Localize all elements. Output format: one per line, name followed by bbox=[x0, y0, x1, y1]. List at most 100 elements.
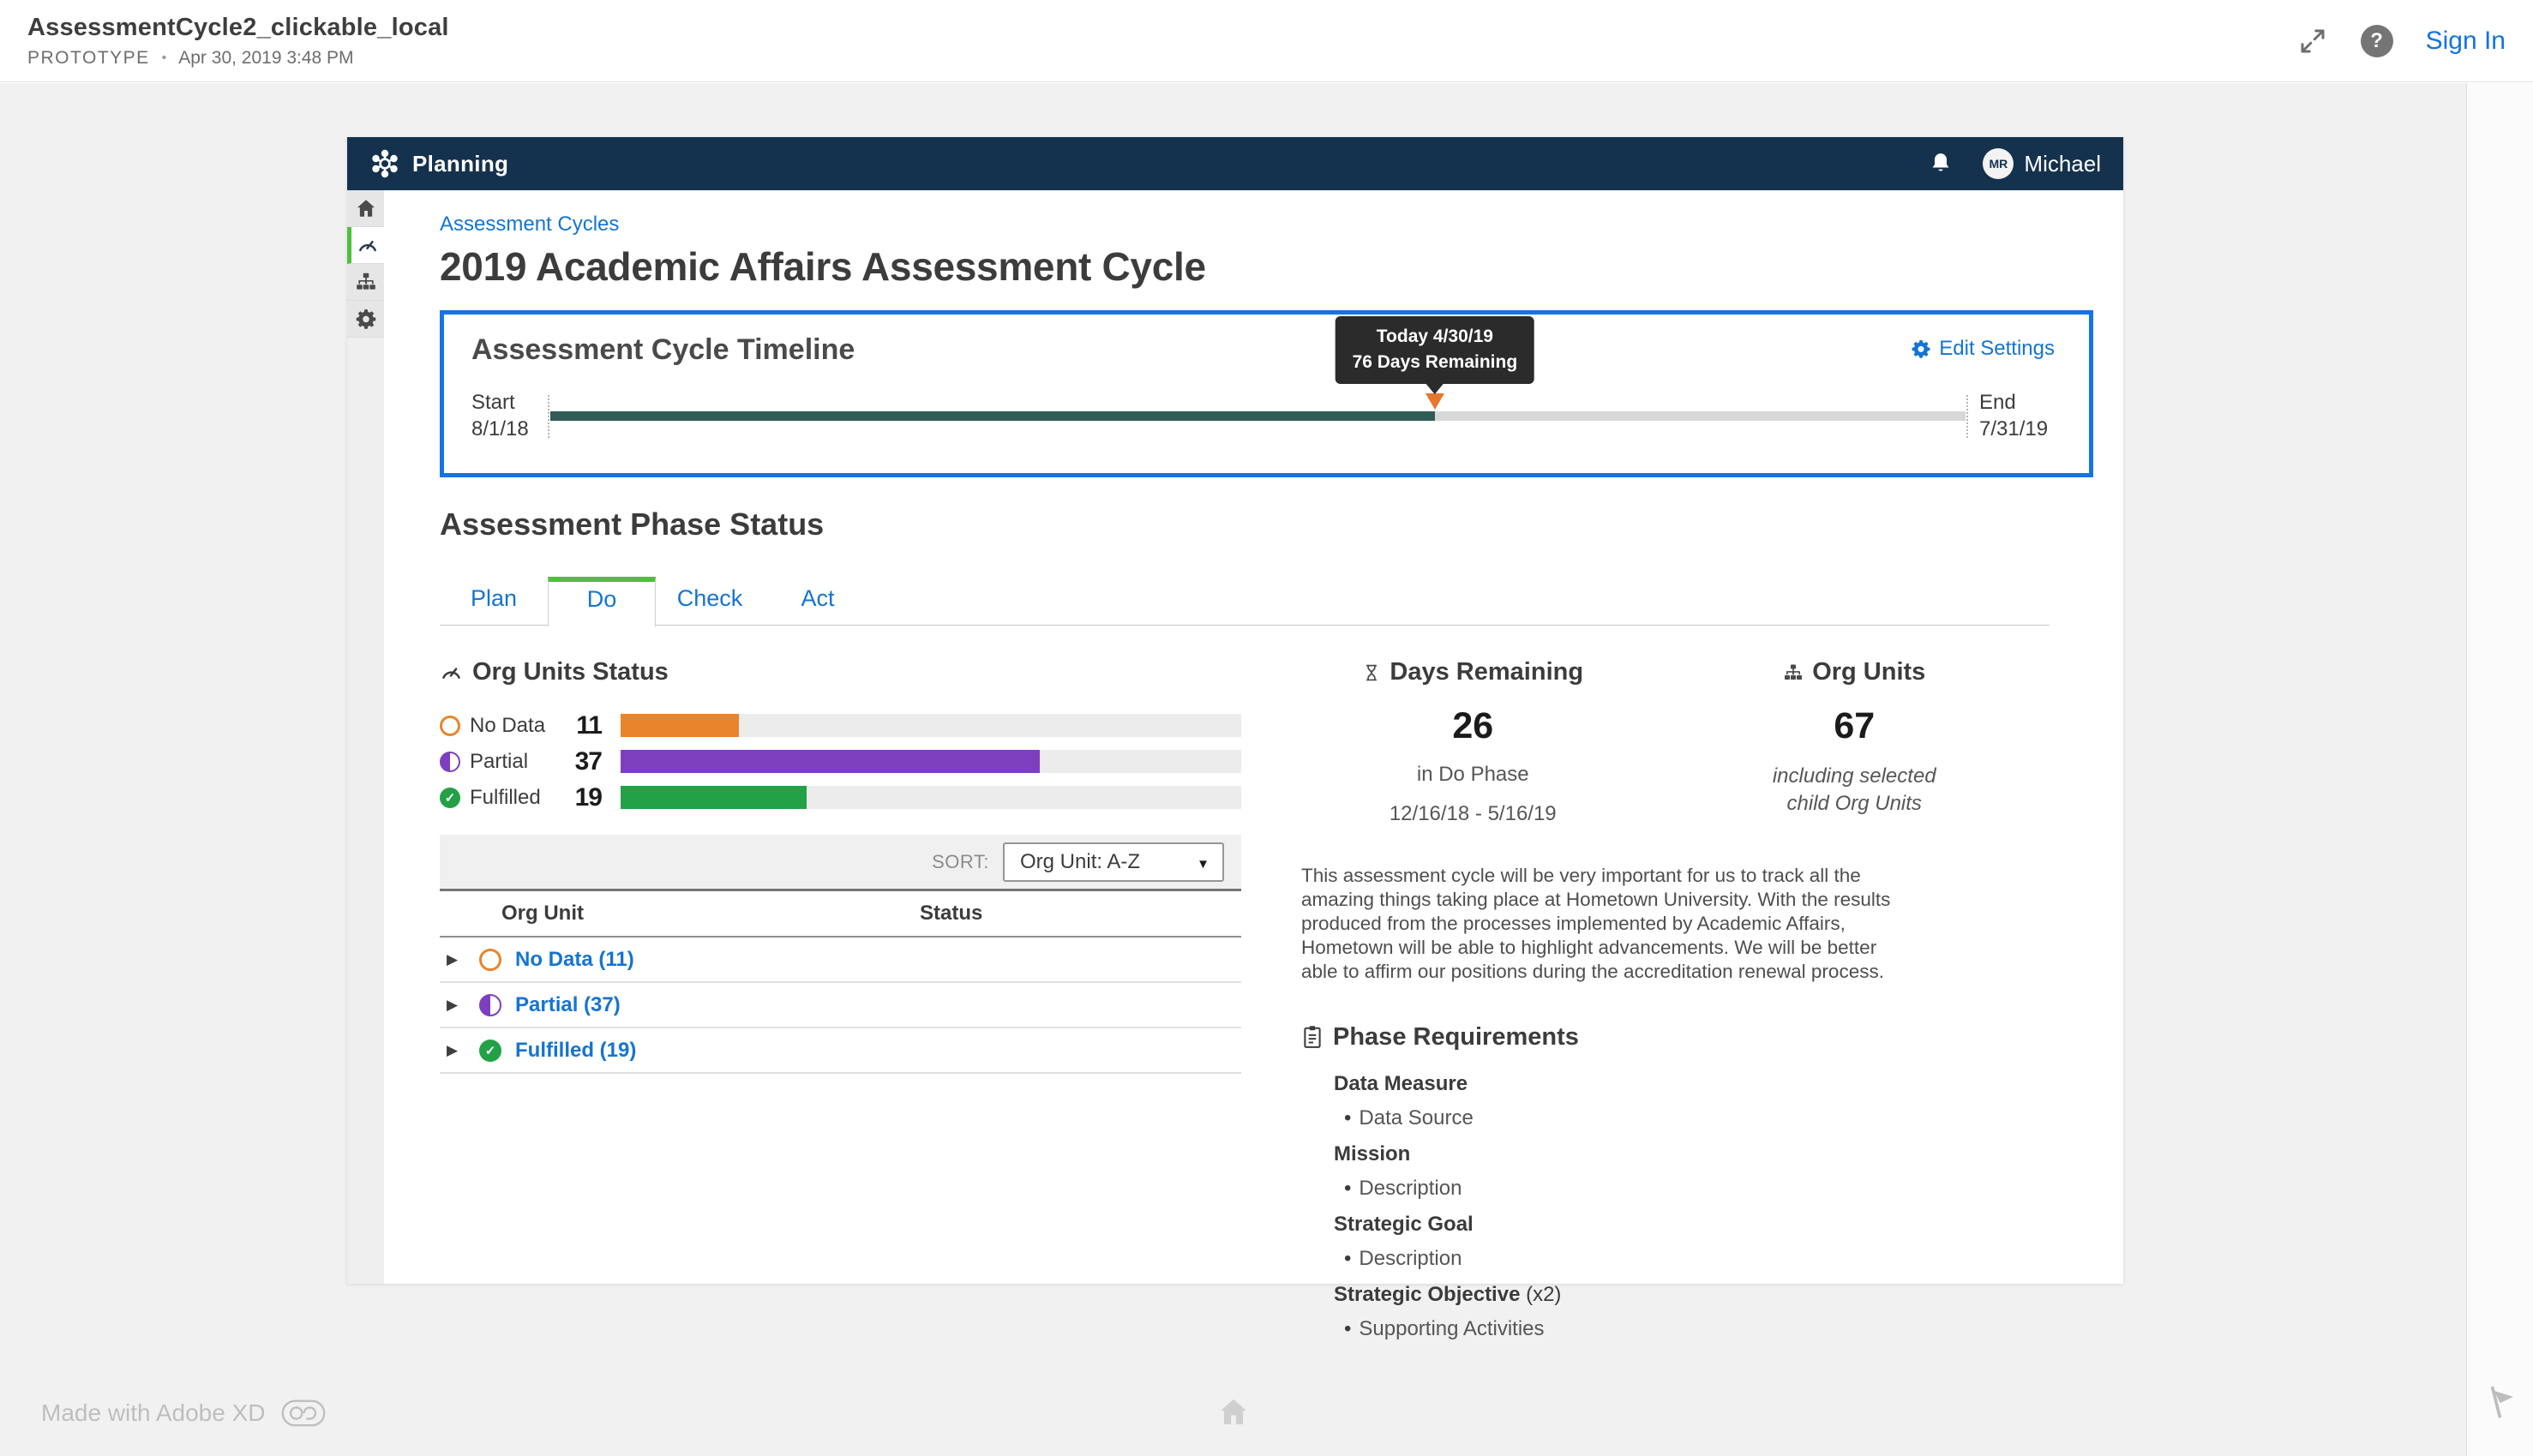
table-row-partial[interactable]: Partial (37) bbox=[440, 983, 1241, 1029]
requirement-bullet: Description bbox=[1334, 1247, 2064, 1271]
comments-panel bbox=[2466, 83, 2533, 1456]
fulfilled-bar-fill bbox=[621, 786, 807, 810]
no-data-count: 11 bbox=[576, 710, 603, 740]
sign-in-link[interactable]: Sign In bbox=[2425, 26, 2506, 55]
sidebar-item-org-chart[interactable] bbox=[347, 264, 384, 301]
dashboard-gauge-icon bbox=[357, 234, 379, 256]
fulfilled-status-icon bbox=[440, 787, 460, 808]
prototype-home-button[interactable] bbox=[1216, 1394, 1251, 1429]
made-with-adobe-xd[interactable]: Made with Adobe XD bbox=[41, 1399, 326, 1427]
tab-act[interactable]: Act bbox=[801, 585, 835, 612]
caret-down-icon bbox=[1197, 850, 1209, 874]
sidebar-item-settings[interactable] bbox=[347, 301, 384, 338]
phase-requirements-header: Phase Requirements bbox=[1301, 1023, 2064, 1052]
status-row-fulfilled: Fulfilled 19 bbox=[440, 782, 1241, 812]
group-link-partial[interactable]: Partial (37) bbox=[515, 992, 621, 1016]
partial-status-icon bbox=[440, 751, 460, 772]
today-tooltip: Today 4/30/19 76 Days Remaining bbox=[1335, 315, 1535, 384]
column-org-unit: Org Unit bbox=[501, 902, 584, 926]
sort-bar: SORT: Org Unit: A-Z bbox=[440, 835, 1241, 892]
requirement-bullet: Data Source bbox=[1334, 1106, 2064, 1130]
dashboard-gauge-icon bbox=[440, 661, 463, 684]
cycle-description: This assessment cycle will be very impor… bbox=[1301, 865, 1891, 982]
row-expand-icon[interactable] bbox=[447, 1042, 469, 1059]
tab-plan[interactable]: Plan bbox=[470, 585, 518, 612]
phase-requirements-list: Data Measure Data Source Mission Descrip… bbox=[1334, 1072, 2064, 1341]
gear-icon bbox=[1911, 339, 1931, 359]
help-icon[interactable] bbox=[2360, 24, 2393, 57]
sidebar-item-home[interactable] bbox=[347, 190, 384, 227]
partial-status-icon bbox=[479, 993, 501, 1016]
status-row-no-data: No Data 11 bbox=[440, 710, 1241, 740]
group-link-fulfilled[interactable]: Fulfilled (19) bbox=[515, 1038, 637, 1062]
table-row-fulfilled[interactable]: Fulfilled (19) bbox=[440, 1028, 1241, 1075]
org-chart-icon bbox=[1783, 662, 1804, 683]
timeline-track: Today 4/30/19 76 Days Remaining bbox=[548, 315, 1968, 438]
timeline-end-label: End 7/31/19 bbox=[1979, 391, 2049, 441]
topbar-actions: Sign In bbox=[2297, 24, 2506, 57]
separator-dot: • bbox=[161, 50, 167, 65]
row-expand-icon[interactable] bbox=[447, 997, 469, 1014]
row-expand-icon[interactable] bbox=[447, 951, 469, 968]
requirement-name: Mission bbox=[1334, 1141, 1411, 1165]
bell-icon[interactable] bbox=[1928, 151, 1954, 177]
phase-status-title: Assessment Phase Status bbox=[440, 506, 825, 542]
org-units-status-header: Org Units Status bbox=[440, 658, 1241, 686]
avatar: MR bbox=[1983, 148, 2014, 179]
fulfilled-bar-track bbox=[621, 786, 1241, 810]
sort-dropdown[interactable]: Org Unit: A-Z bbox=[1003, 842, 1224, 882]
requirement-name: Strategic Objective (x2) bbox=[1334, 1282, 1562, 1306]
xd-topbar: AssessmentCycle2_clickable_local PROTOTY… bbox=[0, 0, 2533, 82]
prototype-timestamp: Apr 30, 2019 3:48 PM bbox=[178, 47, 354, 68]
tooltip-date: Today 4/30/19 bbox=[1376, 326, 1493, 346]
timeline-title: Assessment Cycle Timeline bbox=[471, 333, 855, 366]
edit-settings-link[interactable]: Edit Settings bbox=[1911, 337, 2055, 361]
requirement-name: Strategic Goal bbox=[1334, 1212, 1474, 1236]
breadcrumb-assessment-cycles[interactable]: Assessment Cycles bbox=[440, 213, 620, 236]
days-remaining-title: Days Remaining bbox=[1390, 658, 1584, 686]
clipboard-icon bbox=[1301, 1025, 1324, 1049]
tab-check[interactable]: Check bbox=[676, 585, 743, 612]
days-remaining-stat: Days Remaining 26 in Do Phase 12/16/18 -… bbox=[1301, 658, 1645, 826]
app-brand[interactable]: Planning bbox=[369, 148, 508, 179]
org-units-panel: Org Units Status No Data 11 bbox=[440, 658, 1241, 1340]
edit-settings-label: Edit Settings bbox=[1939, 337, 2055, 360]
cycle-timeline: Start 8/1/18 Today 4/30/19 76 Days Remai… bbox=[471, 315, 2055, 442]
days-remaining-value: 26 bbox=[1452, 705, 1494, 747]
no-data-status-icon bbox=[440, 715, 460, 736]
org-units-stat: Org Units 67 including selected child Or… bbox=[1645, 658, 2065, 826]
timeline-progress-fill bbox=[550, 410, 1435, 421]
app-header-actions: MR Michael bbox=[1928, 148, 2101, 179]
group-link-no-data[interactable]: No Data (11) bbox=[515, 947, 634, 971]
phase-requirements-title: Phase Requirements bbox=[1333, 1022, 1579, 1051]
phase-tabs: Plan Do Check Act bbox=[440, 577, 2050, 627]
flag-icon[interactable] bbox=[2483, 1384, 2518, 1422]
app-sidebar bbox=[347, 190, 384, 1284]
app-header: Planning MR Michael bbox=[347, 137, 2123, 190]
page-title: 2019 Academic Affairs Assessment Cycle bbox=[440, 244, 1206, 289]
fulfilled-count: 19 bbox=[574, 782, 603, 812]
org-units-table-header: Org Unit Status bbox=[440, 891, 1241, 938]
prototype-meta: AssessmentCycle2_clickable_local PROTOTY… bbox=[27, 14, 449, 69]
today-marker-icon bbox=[1425, 392, 1444, 410]
tab-do[interactable]: Do bbox=[548, 577, 656, 627]
prototype-badge: PROTOTYPE bbox=[27, 47, 150, 68]
fulfilled-status-icon bbox=[479, 1039, 501, 1062]
home-icon bbox=[1216, 1394, 1251, 1429]
prototype-subtitle: PROTOTYPE • Apr 30, 2019 3:48 PM bbox=[27, 48, 449, 69]
home-icon bbox=[355, 197, 377, 219]
fullscreen-expand-icon[interactable] bbox=[2297, 26, 2328, 57]
cc-logo-icon bbox=[281, 1399, 326, 1427]
phase-summary-panel: Days Remaining 26 in Do Phase 12/16/18 -… bbox=[1301, 658, 2093, 1340]
prototype-viewport: Planning MR Michael bbox=[0, 83, 2466, 1456]
table-row-no-data[interactable]: No Data (11) bbox=[440, 938, 1241, 984]
planning-logo-icon bbox=[369, 148, 400, 179]
status-row-partial: Partial 37 bbox=[440, 747, 1241, 776]
gear-icon bbox=[355, 308, 377, 330]
app-window: Planning MR Michael bbox=[347, 137, 2123, 1340]
tooltip-remaining: 76 Days Remaining bbox=[1352, 352, 1518, 373]
org-chart-icon bbox=[355, 271, 377, 293]
partial-bar-track bbox=[621, 750, 1241, 774]
sidebar-item-dashboard[interactable] bbox=[347, 227, 384, 264]
user-menu[interactable]: MR Michael bbox=[1983, 148, 2101, 179]
